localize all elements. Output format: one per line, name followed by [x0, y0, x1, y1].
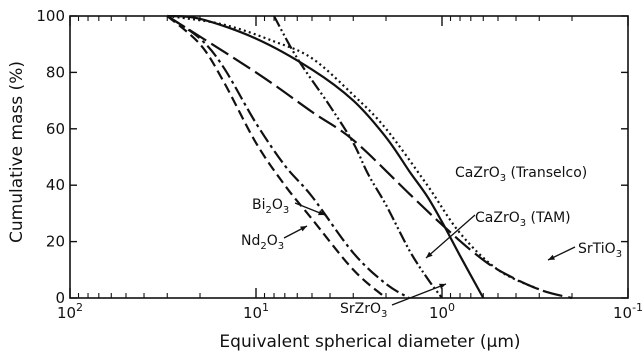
label-part: 3	[500, 173, 506, 184]
series-lines	[166, 14, 573, 300]
label-part: 2	[266, 205, 272, 216]
label-part: 3	[520, 218, 526, 229]
x-tick-exponent: 2	[76, 301, 83, 314]
cazro3-transelco-line	[167, 14, 485, 299]
x-tick-exponent: -1	[632, 301, 643, 314]
label-leader-line	[391, 283, 447, 306]
arrowhead-icon	[300, 226, 307, 232]
x-tick-label: 102	[57, 301, 83, 322]
y-tick-label: 40	[46, 176, 65, 194]
label-part: 2	[260, 241, 266, 252]
bi2o3-line	[166, 15, 410, 299]
label-part: 3	[283, 205, 289, 216]
label-part: Bi	[252, 197, 266, 213]
label-cazro3-tam: CaZrO3 (TAM)	[475, 210, 571, 229]
x-tick-label: 10-1	[613, 301, 643, 322]
label-part: 3	[616, 249, 622, 260]
label-leader-line	[425, 214, 476, 259]
y-axis-label: Cumulative mass (%)	[7, 61, 27, 243]
label-part: (TAM)	[526, 210, 571, 226]
arrowhead-icon	[426, 251, 433, 258]
x-tick-base: 10	[613, 304, 632, 322]
label-part: Nd	[241, 233, 260, 249]
x-tick-base: 10	[57, 304, 76, 322]
y-tick-label: 20	[46, 233, 65, 251]
srtio3-line	[166, 15, 573, 300]
y-tick-label: 60	[46, 120, 65, 138]
label-part: O	[272, 197, 283, 213]
x-tick-label: 101	[243, 301, 269, 322]
x-tick-exponent: 1	[262, 301, 269, 314]
x-tick-base: 10	[243, 304, 262, 322]
x-tick-label: 100	[429, 301, 455, 322]
series-labels: CaZrO3 (Transelco)CaZrO3 (TAM)SrTiO3SrZr…	[241, 165, 622, 320]
srzro3-line	[273, 15, 443, 299]
label-part: 3	[381, 309, 387, 320]
label-part: (Transelco)	[506, 165, 587, 181]
label-nd2o3: Nd2O3	[241, 233, 284, 252]
label-srzro3: SrZrO3	[340, 301, 387, 320]
label-part: O	[267, 233, 278, 249]
arrowhead-icon	[439, 283, 446, 289]
y-tick-label: 0	[55, 289, 65, 307]
label-part: SrZrO	[340, 301, 381, 317]
label-part: 3	[278, 241, 284, 252]
label-part: SrTiO	[578, 241, 616, 257]
x-tick-exponent: 0	[448, 301, 455, 314]
x-axis-label: Equivalent spherical diameter (μm)	[219, 332, 520, 352]
label-bi2o3: Bi2O3	[252, 197, 289, 216]
label-srtio3: SrTiO3	[578, 241, 622, 260]
y-tick-label: 100	[36, 7, 65, 25]
x-tick-base: 10	[429, 304, 448, 322]
arrowhead-icon	[548, 254, 555, 260]
nd2o3-line	[166, 15, 387, 299]
arrowhead-icon	[318, 210, 325, 216]
y-tick-label: 80	[46, 63, 65, 81]
plot-frame	[69, 15, 629, 299]
label-part: CaZrO	[455, 165, 500, 181]
cazro3-tam-line	[167, 14, 540, 291]
label-cazro3-transelco: CaZrO3 (Transelco)	[455, 165, 587, 184]
label-part: CaZrO	[475, 210, 520, 226]
